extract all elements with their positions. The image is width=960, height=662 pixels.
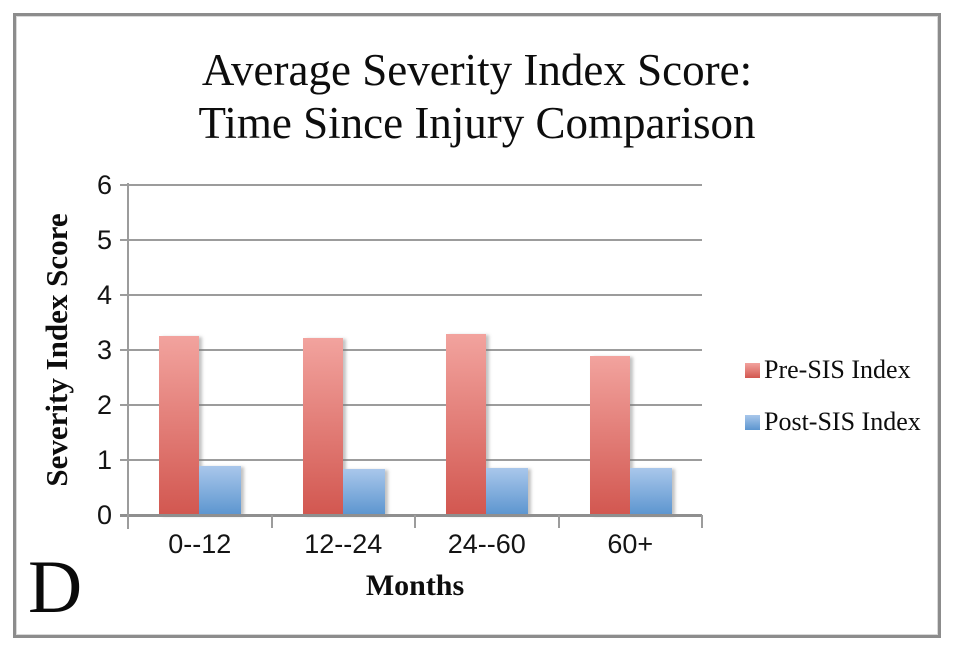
- y-tick-label: 1: [96, 445, 112, 475]
- y-tick-label: 6: [96, 170, 112, 200]
- x-axis-title: Months: [365, 569, 465, 602]
- gridline: [120, 404, 702, 406]
- gridline: [120, 459, 702, 461]
- y-tick-label: 5: [96, 225, 112, 255]
- gridline: [120, 294, 702, 296]
- legend-item-post-sis: Post-SIS Index: [745, 407, 921, 436]
- figure-label: D: [28, 546, 83, 629]
- legend: Pre-SIS Index Post-SIS Index: [745, 355, 921, 463]
- y-tick-label: 2: [96, 390, 112, 420]
- bar-post-sis: [486, 467, 528, 515]
- legend-item-pre-sis: Pre-SIS Index: [745, 355, 921, 384]
- x-tick-label: 0--12: [168, 529, 232, 559]
- legend-label: Post-SIS Index: [764, 407, 921, 436]
- bar-pre-sis: [446, 333, 486, 515]
- y-tick-label: 0: [96, 500, 112, 530]
- gridline: [120, 514, 702, 517]
- chart-title: Average Severity Index Score: Time Since…: [16, 44, 938, 150]
- x-tick-label: 12--24: [304, 529, 383, 559]
- legend-swatch-icon: [745, 414, 760, 430]
- bar-post-sis: [630, 468, 672, 515]
- bar-pre-sis: [159, 336, 199, 515]
- legend-swatch-icon: [745, 362, 760, 378]
- x-axis-tick: [271, 515, 273, 528]
- chart-frame: Average Severity Index Score: Time Since…: [13, 13, 941, 638]
- gridline: [120, 239, 702, 241]
- x-axis-tick: [558, 515, 560, 528]
- gridline: [120, 349, 702, 351]
- x-axis-tick: [414, 515, 416, 528]
- bar-pre-sis: [303, 337, 343, 515]
- x-tick-label: 24--60: [447, 529, 526, 559]
- y-tick-label: 4: [96, 280, 112, 310]
- y-tick-label: 3: [96, 335, 112, 365]
- bar-post-sis: [199, 465, 241, 515]
- legend-label: Pre-SIS Index: [764, 355, 911, 384]
- chart-title-line2: Time Since Injury Comparison: [198, 98, 756, 148]
- bar-post-sis: [343, 469, 385, 515]
- x-axis-tick: [701, 515, 703, 528]
- chart-title-line1: Average Severity Index Score:: [201, 45, 753, 95]
- y-axis-line: [127, 183, 129, 529]
- gridline: [120, 184, 702, 186]
- x-tick-label: 60+: [607, 529, 654, 559]
- plot-area: 6 5 4 3 2 1 0 0--12 12--24 24--60 60+: [97, 170, 703, 559]
- x-axis-tick: [127, 515, 129, 528]
- bar-pre-sis: [590, 355, 630, 515]
